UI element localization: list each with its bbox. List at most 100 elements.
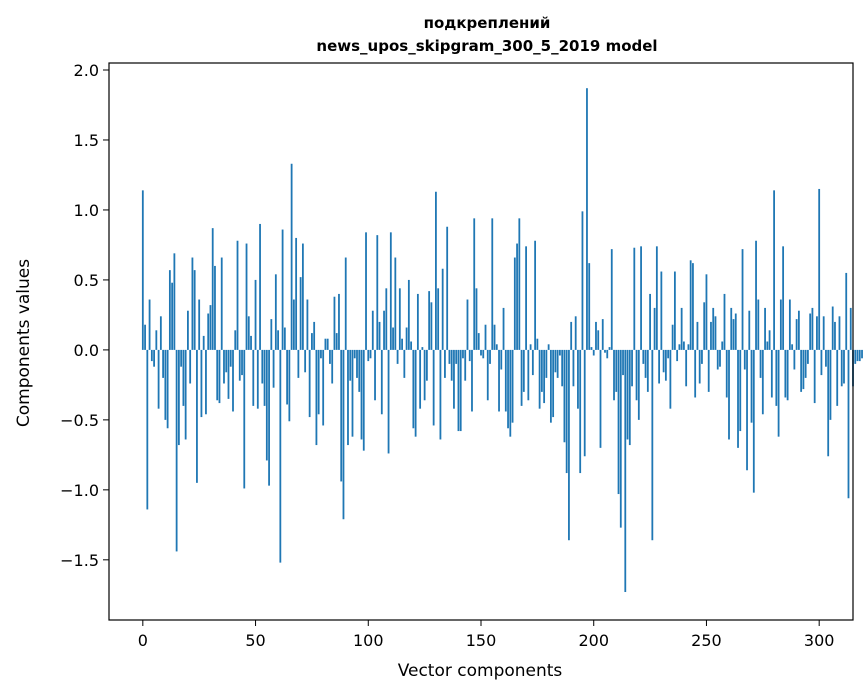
bar (254, 279, 257, 350)
bar (777, 349, 780, 437)
y-tick-label: −1.0 (60, 481, 99, 500)
bar (568, 349, 570, 541)
bar (840, 349, 843, 387)
bar (743, 349, 746, 370)
bar (737, 349, 739, 448)
bars-group (141, 88, 863, 593)
bar (685, 349, 688, 387)
bar (333, 296, 336, 350)
bar (274, 274, 277, 350)
bar (441, 268, 444, 350)
x-tick-label: 100 (353, 631, 384, 650)
bar (200, 349, 203, 418)
bar (516, 243, 518, 350)
bar (540, 349, 543, 392)
bar (376, 235, 379, 350)
bar (570, 321, 573, 350)
bar (196, 349, 198, 483)
bar (263, 349, 266, 406)
bar (552, 349, 555, 418)
x-axis-label: Vector components (398, 661, 563, 681)
bar (529, 344, 532, 350)
bar (583, 349, 586, 457)
bar (755, 240, 757, 350)
bar (261, 349, 264, 384)
bar (493, 324, 496, 350)
bar (800, 349, 803, 392)
bar (858, 349, 861, 362)
bar (572, 349, 575, 387)
bar (773, 190, 775, 350)
bar (849, 307, 852, 350)
bar (829, 349, 832, 420)
bar (597, 330, 600, 350)
bar (407, 279, 410, 350)
bar (527, 349, 530, 401)
bar (329, 349, 331, 364)
bar (482, 349, 485, 359)
x-tick-label: 250 (691, 631, 722, 650)
bar (256, 349, 259, 409)
bar (306, 299, 309, 350)
bar (338, 293, 340, 350)
bar (238, 349, 241, 381)
bar (378, 321, 381, 350)
y-axis-ticks: −1.5 −1.0 −0.5 0.0 0.5 1.0 1.5 2.0 (60, 61, 109, 570)
bar (425, 349, 428, 381)
bar (295, 237, 298, 350)
bar (696, 321, 699, 350)
bar (432, 349, 435, 426)
bar (748, 310, 751, 350)
bar (326, 338, 329, 350)
bar (556, 349, 559, 378)
bar (534, 240, 537, 350)
bar (797, 310, 800, 350)
bar (728, 349, 730, 440)
bar (759, 349, 762, 378)
bar (315, 349, 318, 446)
bar (816, 316, 818, 350)
bar (804, 349, 807, 378)
bar (464, 349, 467, 381)
bar (468, 349, 471, 362)
plot-frame (108, 62, 854, 621)
bar (658, 349, 661, 384)
bar (640, 246, 642, 350)
bar (148, 299, 151, 350)
bar (342, 349, 345, 520)
bar (531, 349, 534, 376)
bar (365, 232, 367, 350)
bar (536, 338, 539, 350)
bar (586, 88, 588, 350)
bar (150, 349, 153, 362)
bar (710, 321, 712, 350)
bar (757, 299, 760, 350)
bar (477, 333, 480, 350)
bar (538, 349, 541, 409)
y-axis-label: Components values (14, 259, 34, 427)
bar (716, 349, 719, 370)
bar (775, 349, 778, 406)
bar (301, 243, 304, 350)
bar (227, 349, 230, 399)
x-tick-label: 300 (804, 631, 835, 650)
bar (507, 349, 509, 429)
bar (250, 335, 252, 350)
bar (820, 349, 823, 376)
bar (626, 349, 629, 440)
bar (374, 349, 376, 401)
bar (827, 349, 830, 457)
bar (601, 319, 604, 350)
bar (791, 344, 794, 350)
bar (457, 349, 460, 432)
bar (683, 341, 685, 350)
y-tick-label: −1.5 (60, 551, 99, 570)
bar (141, 190, 144, 350)
x-axis-ticks: 0 50 100 150 200 250 300 (138, 620, 835, 650)
bar (655, 246, 658, 350)
bar (563, 349, 566, 443)
bar (187, 310, 189, 350)
bar (671, 324, 674, 350)
bar (646, 349, 649, 392)
bar (419, 349, 422, 409)
